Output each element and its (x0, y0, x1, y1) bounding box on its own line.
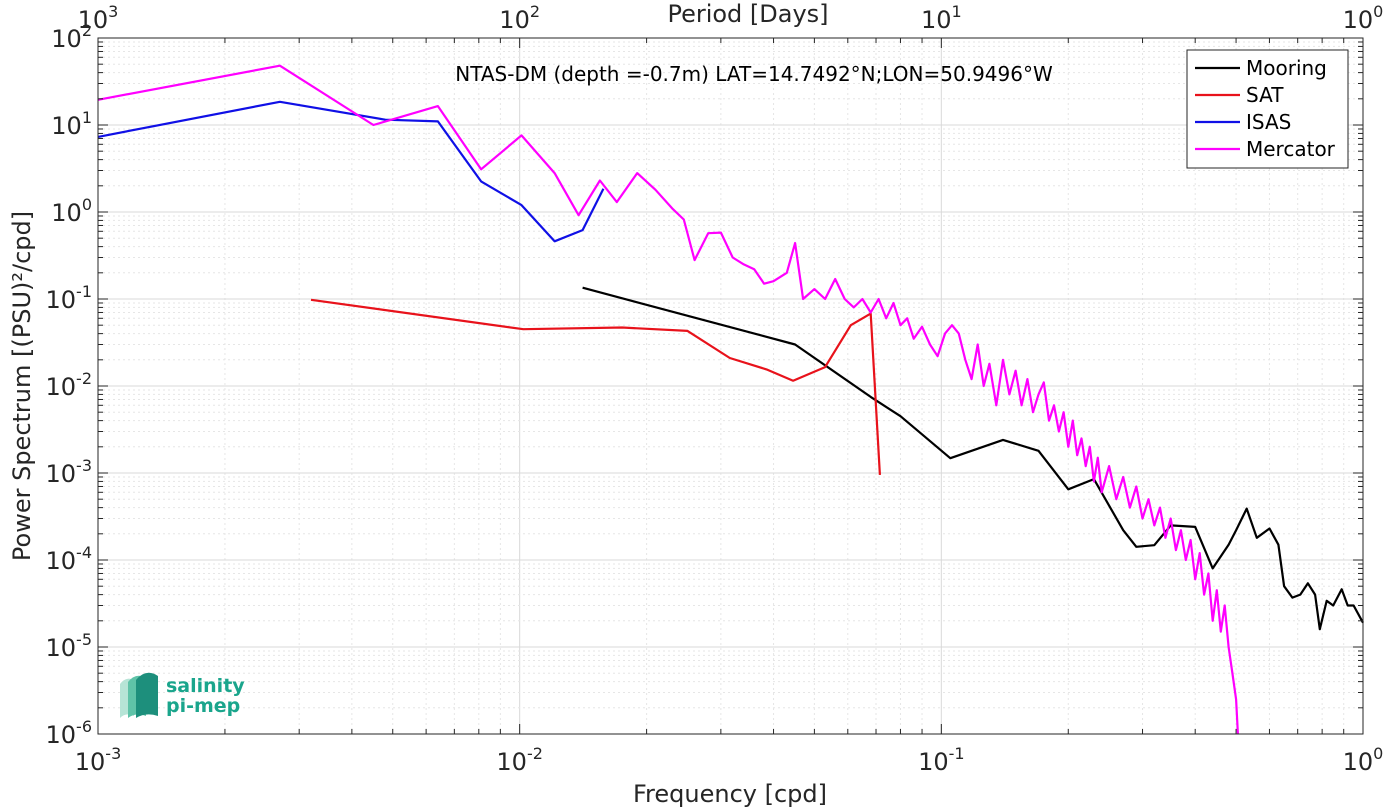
legend-label-mercator: Mercator (1246, 137, 1336, 161)
y-tick-label: 10-4 (46, 543, 93, 575)
logo-line2: pi-mep (166, 695, 240, 717)
x-axis-label: Frequency [cpd] (633, 780, 827, 808)
chart-title: NTAS-DM (depth =-0.7m) LAT=14.7492°N;LON… (455, 62, 1053, 86)
legend-label-isas: ISAS (1246, 110, 1291, 134)
legend-label-mooring: Mooring (1246, 56, 1327, 80)
grid (97, 38, 1363, 735)
axis-ticks (97, 37, 1364, 735)
top-tick-label: 103 (78, 2, 119, 34)
x-tick-label: 10-3 (75, 744, 122, 776)
legend: Mooring SAT ISAS Mercator (1186, 49, 1349, 169)
legend-entries: Mooring SAT ISAS Mercator (1195, 56, 1336, 161)
y-tick-label: 10-2 (46, 369, 93, 401)
series-line-mooring (582, 286, 1364, 631)
top-tick-label: 102 (499, 2, 540, 34)
y-tick-label: 100 (51, 195, 92, 227)
x-tick-label: 100 (1343, 744, 1383, 776)
logo-mark-icon (120, 672, 158, 718)
data-series (97, 64, 1364, 735)
top-x-axis-label: Period [Days] (667, 0, 828, 28)
series-line-sat (310, 298, 881, 475)
legend-label-sat: SAT (1246, 83, 1284, 107)
logo-line1: salinity (166, 675, 245, 697)
y-tick-label: 10-1 (46, 282, 93, 314)
salinity-pi-mep-logo: salinity pi-mep (120, 672, 245, 718)
series-line-mercator (97, 64, 1239, 735)
y-tick-label: 101 (51, 108, 92, 140)
y-tick-label: 10-5 (46, 630, 93, 662)
top-tick-label: 101 (921, 2, 962, 34)
y-tick-label: 10-6 (46, 717, 93, 749)
x-tick-label: 10-2 (496, 744, 543, 776)
series-line-isas (97, 100, 605, 243)
x-tick-label: 10-1 (918, 744, 965, 776)
y-tick-label: 102 (51, 21, 92, 53)
y-axis-label: Power Spectrum [(PSU)²/cpd] (8, 211, 36, 561)
top-tick-label: 100 (1343, 2, 1383, 34)
y-tick-label: 10-3 (46, 456, 93, 488)
